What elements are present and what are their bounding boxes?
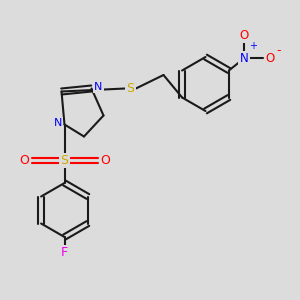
Text: N: N xyxy=(54,118,62,128)
Text: O: O xyxy=(266,52,274,65)
Text: N: N xyxy=(239,52,248,65)
Text: +: + xyxy=(249,41,257,52)
Text: O: O xyxy=(19,154,29,167)
Text: O: O xyxy=(239,29,248,42)
Text: O: O xyxy=(100,154,110,167)
Text: S: S xyxy=(127,82,134,95)
Text: F: F xyxy=(61,246,68,259)
Text: S: S xyxy=(61,154,68,167)
Text: -: - xyxy=(276,44,280,58)
Text: N: N xyxy=(94,82,102,92)
